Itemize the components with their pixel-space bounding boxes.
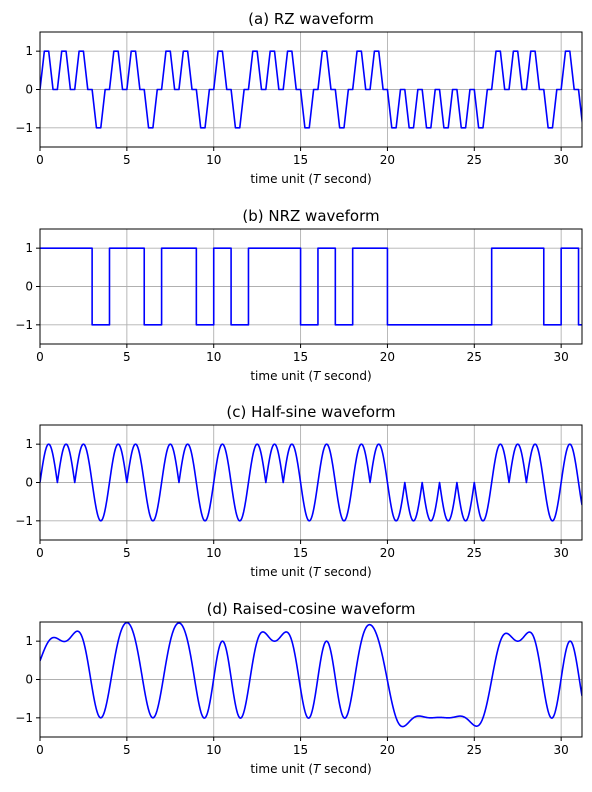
x-tick-label: 30	[554, 350, 569, 364]
x-tick-label: 20	[380, 350, 395, 364]
y-tick-label: 0	[25, 673, 33, 687]
y-tick-label: −1	[15, 514, 33, 528]
y-tick-label: −1	[15, 318, 33, 332]
waveform-line	[40, 443, 582, 522]
x-tick-label: 15	[293, 153, 308, 167]
x-tick-label: 20	[380, 743, 395, 757]
y-tick-label: 0	[25, 280, 33, 294]
x-tick-label: 25	[467, 350, 482, 364]
y-tick-label: 1	[25, 437, 33, 451]
x-axis-label: time unit (T second)	[250, 172, 371, 186]
x-tick-label: 25	[467, 153, 482, 167]
waveform-line	[40, 247, 582, 326]
subplot-title: (b) NRZ waveform	[242, 207, 379, 225]
x-tick-label: 20	[380, 153, 395, 167]
y-tick-label: −1	[15, 711, 33, 725]
y-tick-label: 1	[25, 241, 33, 255]
subplot-title: (c) Half-sine waveform	[226, 403, 395, 421]
y-tick-label: 1	[25, 634, 33, 648]
x-axis-label: time unit (T second)	[250, 565, 371, 579]
x-tick-label: 20	[380, 546, 395, 560]
x-tick-label: 0	[36, 350, 44, 364]
x-tick-label: 5	[123, 350, 131, 364]
x-tick-label: 5	[123, 743, 131, 757]
x-tick-label: 10	[206, 546, 221, 560]
x-tick-label: 0	[36, 546, 44, 560]
x-tick-label: 30	[554, 153, 569, 167]
x-tick-label: 30	[554, 546, 569, 560]
y-tick-label: 0	[25, 476, 33, 490]
waveform-line	[40, 622, 582, 728]
x-tick-label: 10	[206, 350, 221, 364]
x-tick-label: 15	[293, 743, 308, 757]
x-tick-label: 15	[293, 350, 308, 364]
x-tick-label: 10	[206, 743, 221, 757]
x-tick-label: 30	[554, 743, 569, 757]
y-tick-label: 0	[25, 83, 33, 97]
x-tick-label: 15	[293, 546, 308, 560]
waveform-line	[40, 50, 582, 129]
x-tick-label: 0	[36, 743, 44, 757]
subplot-title: (d) Raised-cosine waveform	[207, 600, 416, 618]
x-tick-label: 10	[206, 153, 221, 167]
x-tick-label: 25	[467, 743, 482, 757]
x-axis-label: time unit (T second)	[250, 762, 371, 776]
x-tick-label: 0	[36, 153, 44, 167]
x-tick-label: 5	[123, 546, 131, 560]
subplot-title: (a) RZ waveform	[248, 10, 374, 28]
x-tick-label: 5	[123, 153, 131, 167]
x-tick-label: 25	[467, 546, 482, 560]
x-axis-label: time unit (T second)	[250, 369, 371, 383]
y-tick-label: 1	[25, 44, 33, 58]
y-tick-label: −1	[15, 121, 33, 135]
